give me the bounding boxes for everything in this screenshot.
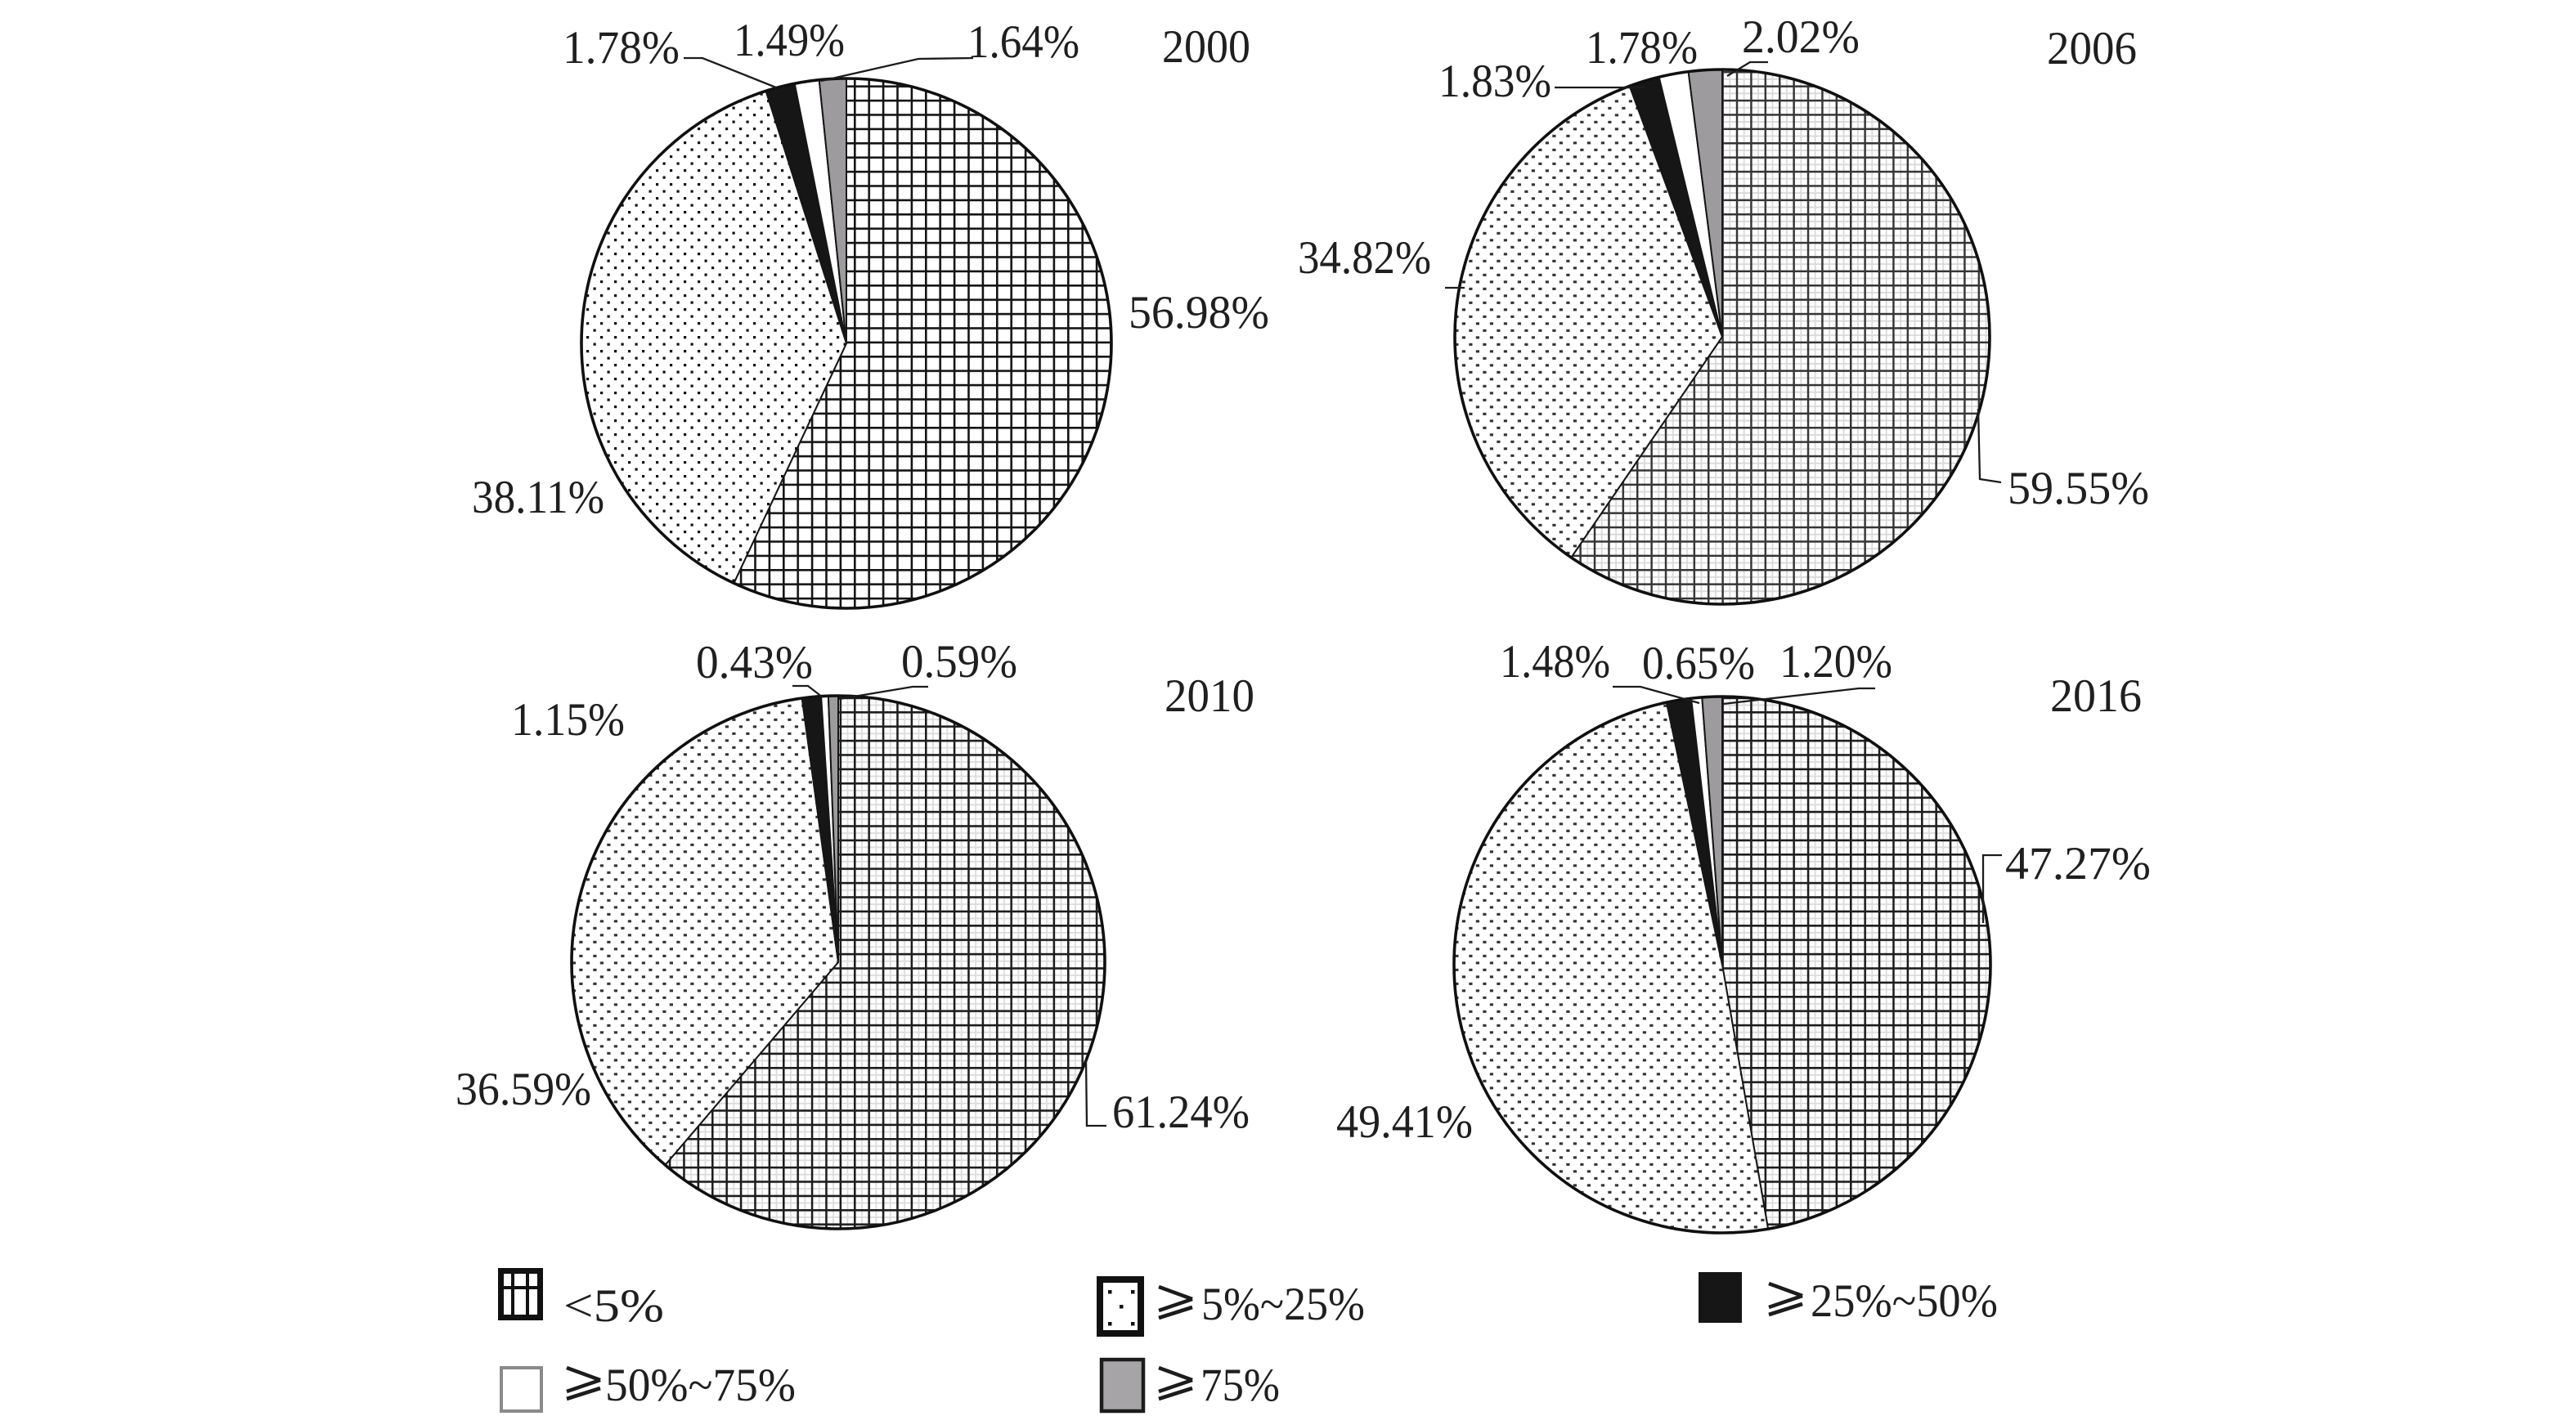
svg-text:2016: 2016 xyxy=(2050,670,2142,722)
svg-text:1.48%: 1.48% xyxy=(1500,636,1610,688)
svg-text:75%: 75% xyxy=(1200,1360,1280,1411)
svg-text:56.98%: 56.98% xyxy=(1129,287,1269,338)
svg-text:2.02%: 2.02% xyxy=(1742,11,1860,63)
svg-text:1.78%: 1.78% xyxy=(563,22,680,74)
svg-text:2006: 2006 xyxy=(2047,23,2137,74)
svg-text:<5%: <5% xyxy=(563,1280,664,1332)
svg-text:5%~25%: 5%~25% xyxy=(1201,1279,1365,1330)
svg-text:0.59%: 0.59% xyxy=(901,636,1017,688)
svg-text:25%~50%: 25%~50% xyxy=(1811,1275,1998,1327)
svg-text:34.82%: 34.82% xyxy=(1298,232,1431,284)
svg-text:38.11%: 38.11% xyxy=(472,472,604,523)
svg-text:59.55%: 59.55% xyxy=(2008,463,2149,514)
svg-text:0.65%: 0.65% xyxy=(1642,638,1755,689)
svg-text:50%~75%: 50%~75% xyxy=(605,1360,796,1411)
svg-text:1.78%: 1.78% xyxy=(1586,22,1698,74)
svg-text:0.43%: 0.43% xyxy=(696,637,813,688)
svg-text:1.49%: 1.49% xyxy=(734,15,845,66)
svg-text:49.41%: 49.41% xyxy=(1336,1096,1473,1148)
svg-text:1.83%: 1.83% xyxy=(1438,56,1551,107)
svg-text:61.24%: 61.24% xyxy=(1112,1087,1250,1138)
svg-text:36.59%: 36.59% xyxy=(456,1064,591,1115)
svg-text:1.15%: 1.15% xyxy=(511,694,625,746)
svg-text:1.64%: 1.64% xyxy=(967,16,1079,68)
svg-text:2000: 2000 xyxy=(1162,21,1250,73)
svg-text:1.20%: 1.20% xyxy=(1779,636,1892,688)
svg-text:2010: 2010 xyxy=(1165,670,1254,722)
svg-text:47.27%: 47.27% xyxy=(2005,838,2151,889)
